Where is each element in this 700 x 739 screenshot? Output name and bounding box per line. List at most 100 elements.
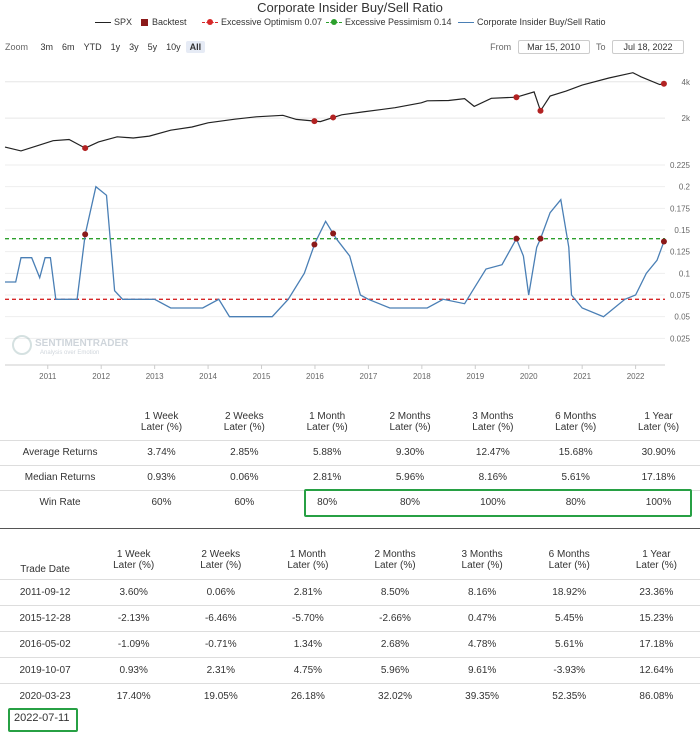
zoom-button-5y[interactable]: 5y <box>147 42 158 52</box>
x-tick-label: 2014 <box>199 372 217 381</box>
backtest-marker-spx <box>82 145 89 152</box>
legend-item-2[interactable]: Excessive Optimism 0.07 <box>202 17 322 27</box>
trade-cell: 18.92% <box>525 578 613 605</box>
trade-cell: -5.70% <box>264 604 352 631</box>
chart-plot-area: 4k 2k 0.225 0.2 0.175 0.15 0.125 0.1 0.075 0.05 0.… <box>4 72 691 381</box>
spx-tick-label: 4k <box>682 78 691 87</box>
trade-date: 2019-10-07 <box>0 656 91 683</box>
backtest-marker-spx <box>537 107 544 114</box>
zoom-button-1y[interactable]: 1y <box>110 42 121 52</box>
summary-cell: 5.61% <box>534 464 618 490</box>
x-tick-label: 2020 <box>520 372 538 381</box>
zoom-button-10y[interactable]: 10y <box>166 42 181 52</box>
summary-cell: 80% <box>368 489 452 515</box>
trade-cell: 39.35% <box>438 682 526 709</box>
trade-cell: 2.81% <box>264 578 352 605</box>
legend-label: Excessive Optimism 0.07 <box>221 17 323 27</box>
summary-cell: 60% <box>202 489 286 515</box>
ratio-tick-label: 0.05 <box>674 313 690 322</box>
trades-table: Trade Date 1 Week Later (%) 2 Weeks Later (%… <box>0 541 700 709</box>
trade-date: 2020-03-23 <box>0 682 91 709</box>
ratio-tick-label: 0.075 <box>670 291 691 300</box>
summary-cell: 5.88% <box>285 439 369 465</box>
backtest-marker-spx <box>311 118 318 125</box>
trade-cell: 8.16% <box>438 578 526 605</box>
trade-row: 2020-03-23 17.40% 19.05% 26.18% 32.02% 39.35%… <box>0 682 700 709</box>
zoom-button-3m[interactable]: 3m <box>40 42 54 52</box>
summary-cell: 60% <box>120 489 203 515</box>
backtest-marker-ratio <box>660 238 667 245</box>
summary-col-header: 3 Months Later (%) <box>472 410 514 433</box>
summary-cell: 12.47% <box>451 439 535 465</box>
summary-cell: 30.90% <box>617 439 700 465</box>
trade-cell: 17.18% <box>612 630 700 657</box>
trade-date: 2011-09-12 <box>0 578 91 605</box>
x-tick-label: 2011 <box>39 372 57 381</box>
summary-cell: 2.81% <box>285 464 369 490</box>
summary-table: 1 Week Later (%) 2 Weeks Later (%) 1 Month La… <box>0 404 700 515</box>
trade-cell: 26.18% <box>264 682 352 709</box>
summary-cell: 3.74% <box>120 439 203 465</box>
x-tick-label: 2018 <box>413 372 431 381</box>
summary-row-label: Median Returns <box>0 464 121 490</box>
trade-cell: 0.93% <box>90 656 178 683</box>
x-tick-label: 2015 <box>253 372 271 381</box>
zoom-button-ytd[interactable]: YTD <box>83 42 102 52</box>
backtest-marker-ratio <box>537 235 544 242</box>
trade-cell: 8.50% <box>351 578 439 605</box>
trades-col-header: 2 Months Later (%) <box>374 548 416 571</box>
summary-col-header: 6 Months Later (%) <box>555 410 597 433</box>
trade-cell: 32.02% <box>351 682 439 709</box>
legend-item-0[interactable]: SPX <box>95 17 132 27</box>
legend-item-4[interactable]: Corporate Insider Buy/Sell Ratio <box>458 17 606 27</box>
legend-symbol-dashed <box>326 18 342 27</box>
backtest-marker-ratio <box>82 231 89 238</box>
x-tick-label: 2019 <box>466 372 484 381</box>
summary-cell: 80% <box>285 489 369 515</box>
date-range: From Mar 15, 2010 To Jul 18, 2022 <box>490 40 688 54</box>
trade-cell: -2.13% <box>90 604 178 631</box>
legend-item-1[interactable]: Backtest <box>140 17 187 27</box>
trade-cell: 86.08% <box>612 682 700 709</box>
trades-col-header: 1 Year Later (%) <box>635 548 677 571</box>
backtest-marker-spx <box>513 94 520 101</box>
zoom-button-6m[interactable]: 6m <box>62 42 75 52</box>
zoom-button-3y[interactable]: 3y <box>129 42 139 52</box>
trades-col-header: 2 Weeks Later (%) <box>200 548 242 571</box>
legend-symbol-square <box>140 18 149 27</box>
to-date-input[interactable]: Jul 18, 2022 <box>612 40 684 54</box>
trade-cell: 5.96% <box>351 656 439 683</box>
trade-date: 2015-12-28 <box>0 604 91 631</box>
legend-item-3[interactable]: Excessive Pessimism 0.14 <box>326 17 452 27</box>
x-tick-label: 2021 <box>573 372 591 381</box>
summary-cell: 15.68% <box>534 439 618 465</box>
zoom-button-all[interactable]: All <box>185 41 206 53</box>
trade-date: 2016-05-02 <box>0 630 91 657</box>
trade-cell: 2.68% <box>351 630 439 657</box>
summary-row-label: Win Rate <box>0 489 121 515</box>
ratio-tick-label: 0.2 <box>679 183 691 192</box>
ratio-tick-label: 0.225 <box>670 161 691 170</box>
backtest-marker-spx <box>330 114 337 121</box>
ratio-tick-label: 0.125 <box>670 248 691 257</box>
trade-cell: 52.35% <box>525 682 613 709</box>
chart-title: Corporate Insider Buy/Sell Ratio <box>257 0 443 15</box>
legend-label: Corporate Insider Buy/Sell Ratio <box>477 17 606 27</box>
backtest-marker-spx <box>660 80 667 87</box>
summary-cell: 17.18% <box>617 464 700 490</box>
from-date-input[interactable]: Mar 15, 2010 <box>517 40 590 54</box>
trade-cell: 1.34% <box>264 630 352 657</box>
trade-cell: 0.47% <box>438 604 526 631</box>
backtest-marker-ratio <box>311 241 318 248</box>
legend-label: Excessive Pessimism 0.14 <box>345 17 452 27</box>
backtest-marker-ratio <box>513 235 520 242</box>
trade-cell: 23.36% <box>612 578 700 605</box>
win-rate-highlight <box>304 489 692 517</box>
trade-cell: -2.66% <box>351 604 439 631</box>
summary-cell: 0.93% <box>120 464 203 490</box>
x-tick-label: 2012 <box>92 372 110 381</box>
trade-cell: -1.09% <box>90 630 178 657</box>
x-tick-label: 2013 <box>146 372 164 381</box>
latest-signal-date: 2022-07-11 <box>14 712 70 724</box>
ratio-tick-label: 0.1 <box>679 269 691 278</box>
